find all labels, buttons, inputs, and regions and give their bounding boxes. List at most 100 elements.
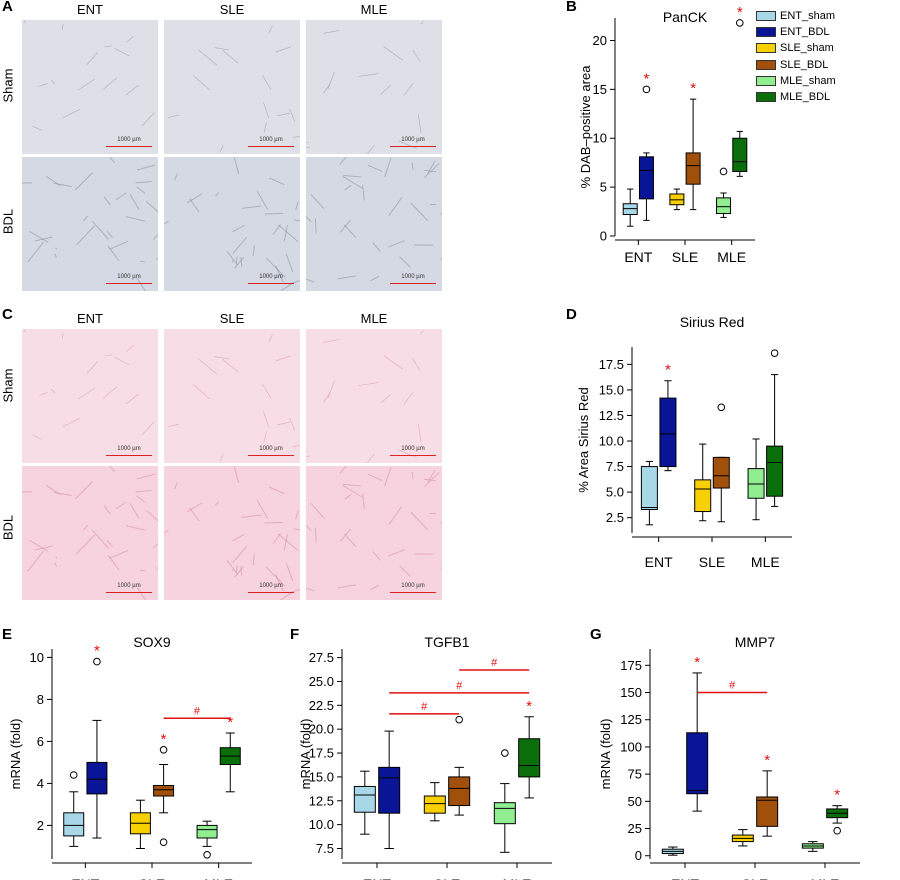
box-sle-bdl: *	[756, 752, 779, 837]
y-tick-label: 27.5	[309, 650, 334, 665]
x-tick-label: MLE	[811, 876, 840, 880]
box-mle-bdl: *	[826, 787, 849, 835]
outlier-point	[501, 749, 509, 757]
legend-swatch	[756, 75, 776, 86]
box-iqr	[766, 445, 784, 497]
outlier-point	[203, 851, 211, 859]
column-label-mle: MLE	[360, 311, 388, 326]
significance-star: *	[227, 714, 233, 731]
box-ent-bdl: *	[86, 643, 108, 839]
y-tick-label: 15.0	[599, 382, 624, 397]
box-ent-bdl: *	[686, 654, 709, 812]
outlier-point	[69, 771, 78, 779]
legend: ENT_sham ENT_BDL SLE_sham SLE_BDL MLE_sham ML…	[756, 8, 836, 105]
box-iqr	[518, 738, 541, 778]
box-iqr	[638, 156, 654, 200]
chart-sirius-red: Sirius Red 2.5 5.0 7.5 10.0 12.5 15.0 17.5 % Are…	[576, 314, 792, 570]
scale-bar-label: 1000 µm	[117, 446, 141, 452]
x-tick-label: ENT	[645, 554, 673, 570]
legend-label: SLE_BDL	[780, 58, 829, 71]
x-tick-label: MLE	[751, 554, 780, 570]
box-iqr	[353, 785, 376, 813]
legend-label: ENT_sham	[780, 10, 836, 23]
scale-bar	[106, 146, 152, 147]
box-mle-sham	[747, 438, 765, 521]
scale-bar	[390, 283, 436, 284]
panel-label-d: D	[566, 306, 577, 323]
box-sle-sham	[669, 188, 685, 211]
y-axis-label: mRNA (fold)	[298, 719, 313, 790]
y-tick-label: 10.0	[599, 434, 624, 449]
legend-item: MLE_sham	[756, 73, 836, 89]
scale-bar	[390, 455, 436, 456]
scale-bar-label: 1000 µm	[259, 446, 283, 452]
chart-title: MMP7	[735, 634, 776, 650]
box-ent-sham	[353, 770, 376, 835]
legend-label: MLE_sham	[780, 74, 836, 87]
micrograph-sham-sle: 1000 µm	[164, 20, 300, 154]
panel-label-f: F	[290, 626, 300, 643]
box-iqr	[378, 766, 401, 814]
x-tick-label: ENT	[624, 249, 652, 265]
significance-star: *	[94, 643, 100, 660]
box-sle-bdl: *	[153, 731, 175, 846]
scale-bar	[390, 146, 436, 147]
legend-swatch	[756, 27, 776, 38]
x-tick-label: SLE	[139, 876, 165, 880]
box-iqr	[659, 397, 677, 468]
box-mle-sham	[716, 167, 732, 218]
column-label-sle: SLE	[219, 311, 245, 326]
box-mle-bdl: *	[518, 698, 541, 799]
column-label-ent: ENT	[77, 311, 103, 326]
x-tick-label: MLE	[204, 876, 233, 880]
box-iqr	[153, 785, 175, 797]
significance-star: *	[665, 362, 671, 379]
box-iqr	[716, 197, 732, 215]
y-tick-label: 0	[635, 848, 642, 863]
outlier-point	[159, 746, 168, 754]
scale-bar	[390, 592, 436, 593]
significance-hash: #	[194, 705, 201, 717]
y-tick-label: 20.0	[309, 722, 334, 737]
legend-item: ENT_sham	[756, 8, 836, 24]
box-ent-bdl	[378, 730, 401, 849]
micrograph-sham-sle: 1000 µm	[164, 329, 300, 463]
micrograph-bdl-ent: 1000 µm	[22, 157, 158, 291]
significance-star: *	[690, 80, 696, 97]
outlier-point	[833, 826, 841, 835]
y-tick-label: 22.5	[309, 698, 334, 713]
y-axis-label: mRNA (fold)	[598, 719, 613, 790]
y-tick-label: 175	[620, 658, 642, 673]
chart-title: TGFB1	[424, 634, 469, 650]
legend-swatch	[756, 43, 776, 54]
x-tick-label: MLE	[503, 876, 532, 880]
x-tick-label: SLE	[742, 876, 768, 880]
x-tick-label: SLE	[672, 249, 698, 265]
scale-bar	[106, 283, 152, 284]
box-iqr	[732, 137, 748, 172]
significance-star: *	[694, 654, 700, 671]
significance-hash: #	[729, 680, 736, 692]
y-tick-label: 150	[620, 685, 642, 700]
chart-tgfb1: TGFB1 7.5 10.0 12.5 15.0 17.5 20.0 22.5 25.0 27.5…	[298, 634, 552, 880]
x-tick-label: ENT	[71, 876, 99, 880]
column-label-ent: ENT	[77, 2, 103, 17]
scale-bar-label: 1000 µm	[401, 446, 425, 452]
chart-sox9: SOX9 2 4 6 8 10 mRNA (fold) ENT SLE MLE * * * #	[8, 634, 252, 880]
box-ent-sham	[63, 771, 85, 847]
y-tick-label: 12.5	[309, 793, 334, 808]
micrograph-sham-mle: 1000 µm	[306, 20, 442, 154]
micrograph-sham-ent: 1000 µm	[22, 20, 158, 154]
outlier-point	[159, 838, 168, 846]
outlier-point	[717, 403, 726, 412]
y-tick-label: 17.5	[309, 746, 334, 761]
box-ent-sham	[661, 846, 684, 856]
micrograph-sham-mle: 1000 µm	[306, 329, 442, 463]
legend-item: SLE_BDL	[756, 57, 836, 73]
y-tick-label: 125	[620, 712, 642, 727]
panel-label-a: A	[2, 0, 13, 15]
y-tick-label: 100	[620, 739, 642, 754]
scale-bar	[106, 455, 152, 456]
micrograph-bdl-mle: 1000 µm	[306, 466, 442, 600]
y-tick-label: 15.0	[309, 769, 334, 784]
